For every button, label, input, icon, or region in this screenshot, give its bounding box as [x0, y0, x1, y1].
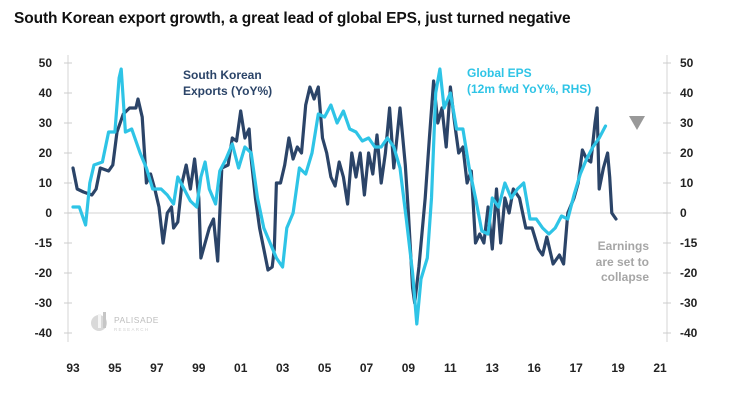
x-tick-label: 07	[360, 361, 374, 375]
left-y-tick-label: -15	[35, 236, 53, 250]
x-tick-label: 03	[276, 361, 290, 375]
x-tick-label: 97	[150, 361, 164, 375]
left-y-tick-label: -20	[35, 266, 53, 280]
right-y-tick-label: 10	[680, 176, 694, 190]
x-tick-label: 09	[402, 361, 416, 375]
x-tick-label: 95	[108, 361, 122, 375]
down-triangle-icon	[629, 116, 645, 130]
left-y-tick-label: 40	[39, 86, 53, 100]
exports-series-line	[71, 79, 618, 305]
eps-label-line2: (12m fwd YoY%, RHS)	[467, 82, 591, 96]
x-tick-label: 11	[444, 361, 457, 375]
left-y-tick-label: 0	[45, 206, 52, 220]
x-tick-label: 01	[234, 361, 248, 375]
x-tick-label: 13	[486, 361, 500, 375]
x-tick-label: 05	[318, 361, 332, 375]
note-line2: are set to	[596, 255, 649, 269]
left-y-tick-label: 50	[39, 56, 53, 70]
note-line1: Earnings	[598, 239, 650, 253]
left-y-tick-label: -40	[35, 326, 53, 340]
right-y-tick-label: 40	[680, 86, 694, 100]
x-tick-label: 21	[653, 361, 667, 375]
left-y-tick-label: -30	[35, 296, 53, 310]
left-y-tick-label: 20	[39, 146, 53, 160]
right-y-tick-label: -40	[680, 326, 698, 340]
right-y-tick-label: -15	[680, 236, 698, 250]
exports-label-line1: South Korean	[183, 68, 262, 82]
right-y-tick-label: 30	[680, 116, 694, 130]
eps-label-line1: Global EPS	[467, 66, 532, 80]
exports-label-line2: Exports (YoY%)	[183, 84, 272, 98]
x-tick-label: 16	[528, 361, 542, 375]
note-line3: collapse	[601, 270, 649, 284]
x-tick-label: 17	[569, 361, 583, 375]
watermark-subtext: RESEARCH	[114, 327, 149, 332]
left-y-tick-label: 30	[39, 116, 53, 130]
palisade-watermark: PALISADE RESEARCH	[91, 312, 159, 332]
right-y-tick-label: 50	[680, 56, 694, 70]
left-y-tick-label: 10	[39, 176, 53, 190]
chart-title: South Korean export growth, a great lead…	[14, 10, 571, 27]
x-tick-label: 99	[192, 361, 206, 375]
right-y-tick-label: -30	[680, 296, 698, 310]
x-tick-label: 93	[66, 361, 80, 375]
watermark-logo-bar	[98, 314, 101, 328]
watermark-logo-bar	[103, 312, 106, 328]
x-tick-label: 19	[611, 361, 625, 375]
right-y-tick-label: 20	[680, 146, 694, 160]
watermark-text: PALISADE	[114, 315, 159, 325]
eps-series-line	[71, 67, 608, 326]
right-y-tick-label: -20	[680, 266, 698, 280]
right-y-tick-label: 0	[680, 206, 687, 220]
